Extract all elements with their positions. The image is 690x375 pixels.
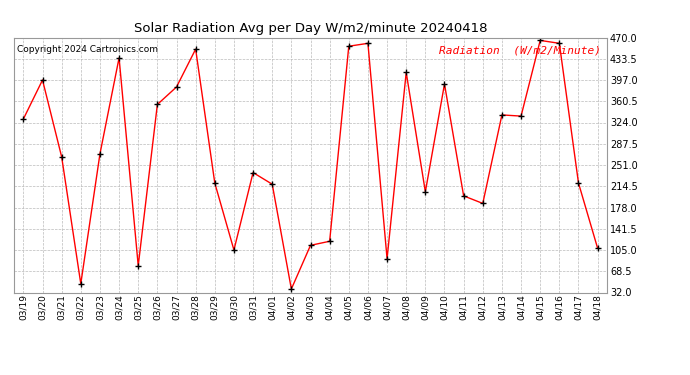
Text: Copyright 2024 Cartronics.com: Copyright 2024 Cartronics.com	[17, 45, 158, 54]
Text: Radiation  (W/m2/Minute): Radiation (W/m2/Minute)	[440, 45, 601, 55]
Title: Solar Radiation Avg per Day W/m2/minute 20240418: Solar Radiation Avg per Day W/m2/minute …	[134, 22, 487, 35]
